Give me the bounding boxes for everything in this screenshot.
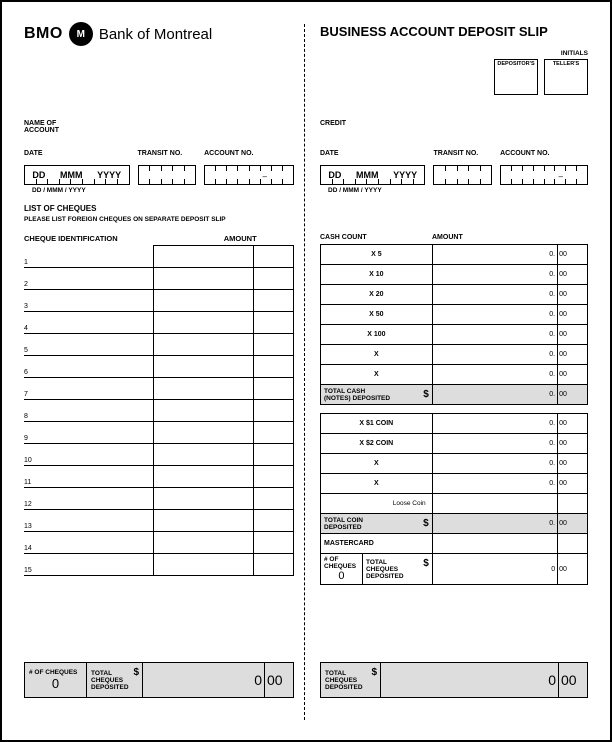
list-of-cheques-header: LIST OF CHEQUES PLEASE LIST FOREIGN CHEQ… xyxy=(24,204,294,223)
left-fields: DATE DD MMM YYYY DD / MMM / YYYY TRANSIT… xyxy=(24,150,294,194)
num-cheques-value: 0 xyxy=(29,676,82,691)
cheque-id-header: CHEQUE IDENTIFICATION xyxy=(24,234,224,245)
cash-table: X 50.00X 100.00X 200.00X 500.00X 1000.00… xyxy=(320,244,588,405)
coin-row[interactable]: X0.00 xyxy=(321,454,588,474)
cheque-row[interactable]: 3 xyxy=(24,290,294,312)
cheque-row[interactable]: 11 xyxy=(24,466,294,488)
cash-section: CASH COUNT AMOUNT X 50.00X 100.00X 200.0… xyxy=(320,234,588,585)
mastercard-row: MASTERCARD xyxy=(320,533,588,554)
cheque-row[interactable]: 12 xyxy=(24,488,294,510)
logo-icon: M xyxy=(69,22,93,46)
cash-total-row: TOTAL CASH (NOTES) DEPOSITED0.00 xyxy=(321,385,588,405)
vertical-divider xyxy=(304,24,305,720)
cash-row[interactable]: X0.00 xyxy=(321,345,588,365)
cheque-row[interactable]: 7 xyxy=(24,378,294,400)
cash-count-header: CASH COUNT xyxy=(320,234,432,241)
cheque-row[interactable]: 15 xyxy=(24,554,294,576)
brand-long: Bank of Montreal xyxy=(99,26,212,43)
initials-section: INITIALS DEPOSITOR'S TELLER'S xyxy=(320,50,588,95)
name-of-account-label: NAME OF ACCOUNT xyxy=(24,120,294,134)
transit-field-left[interactable]: TRANSIT NO. xyxy=(138,150,197,194)
coin-row[interactable]: X0.00 xyxy=(321,474,588,494)
date-field-right[interactable]: DATE DD MMM YYYY DD / MMM / YYYY xyxy=(320,150,425,194)
total-cheques-label: TOTAL CHEQUES DEPOSITED xyxy=(91,670,138,691)
coin-total-row: TOTAL COIN DEPOSITED0.00 xyxy=(321,514,588,534)
cash-row[interactable]: X 50.00 xyxy=(321,245,588,265)
tellers-initials-box[interactable]: TELLER'S xyxy=(544,59,588,95)
cheque-row[interactable]: 1 xyxy=(24,246,294,268)
right-fields: DATE DD MMM YYYY DD / MMM / YYYY TRANSIT… xyxy=(320,150,588,194)
left-panel: BMO M Bank of Montreal xyxy=(24,22,294,46)
cheque-row[interactable]: 4 xyxy=(24,312,294,334)
cheques-table: CHEQUE IDENTIFICATION AMOUNT 12345678910… xyxy=(24,234,294,576)
cash-row[interactable]: X 100.00 xyxy=(321,265,588,285)
cheque-row[interactable]: 14 xyxy=(24,532,294,554)
cash-amount-header: AMOUNT xyxy=(432,234,463,241)
total-cheques-cents: 00 xyxy=(265,663,293,697)
brand-short: BMO xyxy=(24,25,63,43)
num-cheques-label: # OF CHEQUES xyxy=(29,669,82,676)
credit-label: CREDIT xyxy=(320,120,588,127)
cheque-row[interactable]: 13 xyxy=(24,510,294,532)
cheque-row[interactable]: 6 xyxy=(24,356,294,378)
coin-row[interactable]: X $1 COIN0.00 xyxy=(321,414,588,434)
footer-right-whole: 0 xyxy=(381,663,559,697)
footer-right-cents: 00 xyxy=(559,663,587,697)
cheque-row[interactable]: 5 xyxy=(24,334,294,356)
amount-header: AMOUNT xyxy=(224,234,294,245)
account-field-right[interactable]: ACCOUNT NO. – xyxy=(500,150,588,194)
cash-row[interactable]: X 1000.00 xyxy=(321,325,588,345)
deposit-slip-page: BMO M Bank of Montreal NAME OF ACCOUNT D… xyxy=(0,0,612,742)
cheque-row[interactable]: 10 xyxy=(24,444,294,466)
coin-table: X $1 COIN0.00X $2 COIN0.00X0.00X0.00Loos… xyxy=(320,413,588,534)
title: BUSINESS ACCOUNT DEPOSIT SLIP xyxy=(320,24,588,39)
date-field-left[interactable]: DATE DD MMM YYYY DD / MMM / YYYY xyxy=(24,150,130,194)
bmo-logo: BMO M Bank of Montreal xyxy=(24,22,294,46)
cash-row[interactable]: X 200.00 xyxy=(321,285,588,305)
footer-left: # OF CHEQUES 0 TOTAL CHEQUES DEPOSITED 0… xyxy=(24,662,294,698)
cheque-row[interactable]: 2 xyxy=(24,268,294,290)
footer-right: TOTAL CHEQUES DEPOSITED 0 00 xyxy=(320,662,588,698)
coin-row[interactable]: X $2 COIN0.00 xyxy=(321,434,588,454)
cash-row[interactable]: X 500.00 xyxy=(321,305,588,325)
cheques-subtotal-row: # OF CHEQUES 0 TOTAL CHEQUES DEPOSITED 0… xyxy=(320,553,588,585)
footer-right-label: TOTAL CHEQUES DEPOSITED xyxy=(325,670,376,691)
coin-row[interactable]: Loose Coin xyxy=(321,494,588,514)
cheque-row[interactable]: 8 xyxy=(24,400,294,422)
total-cheques-whole: 0 xyxy=(143,663,265,697)
account-field-left[interactable]: ACCOUNT NO. – xyxy=(204,150,294,194)
cheque-row[interactable]: 9 xyxy=(24,422,294,444)
depositors-initials-box[interactable]: DEPOSITOR'S xyxy=(494,59,538,95)
transit-field-right[interactable]: TRANSIT NO. xyxy=(433,150,492,194)
cash-row[interactable]: X0.00 xyxy=(321,365,588,385)
